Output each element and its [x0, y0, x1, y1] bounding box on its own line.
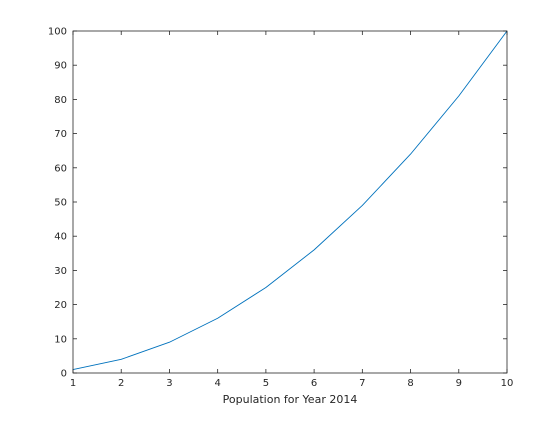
series-layer: [72, 30, 508, 371]
y-tick-label: 40: [54, 232, 67, 243]
x-tick-label: 5: [263, 378, 269, 389]
y-tick-label: 90: [54, 61, 67, 72]
y-tick-label: 70: [54, 129, 67, 140]
y-tick-label: 100: [48, 27, 67, 38]
y-tick-label: 30: [54, 266, 67, 277]
x-tick-label: 10: [501, 378, 514, 389]
x-tick-label: 4: [214, 378, 220, 389]
y-tick-label: 0: [61, 369, 67, 380]
y-tick-label: 20: [54, 300, 67, 311]
y-tick-label: 80: [54, 95, 67, 106]
series-line-0: [72, 30, 508, 371]
x-tick-label: 1: [70, 378, 76, 389]
y-tick-label: 50: [54, 198, 67, 209]
x-tick-label: 9: [456, 378, 462, 389]
x-tick-label: 2: [118, 378, 124, 389]
plot-area: [73, 31, 507, 373]
x-tick-label: 7: [359, 378, 365, 389]
x-axis-ticks: 1 2 3 4 5 6 7 8 9 10: [70, 31, 514, 389]
x-tick-label: 6: [311, 378, 317, 389]
x-tick-label: 8: [407, 378, 413, 389]
y-tick-label: 60: [54, 163, 67, 174]
x-tick-label: 3: [166, 378, 172, 389]
y-axis-ticks: 0 10 20 30 40 50 60 70 80 90 100: [48, 27, 507, 380]
x-axis-label: Population for Year 2014: [223, 393, 358, 406]
y-tick-label: 10: [54, 334, 67, 345]
